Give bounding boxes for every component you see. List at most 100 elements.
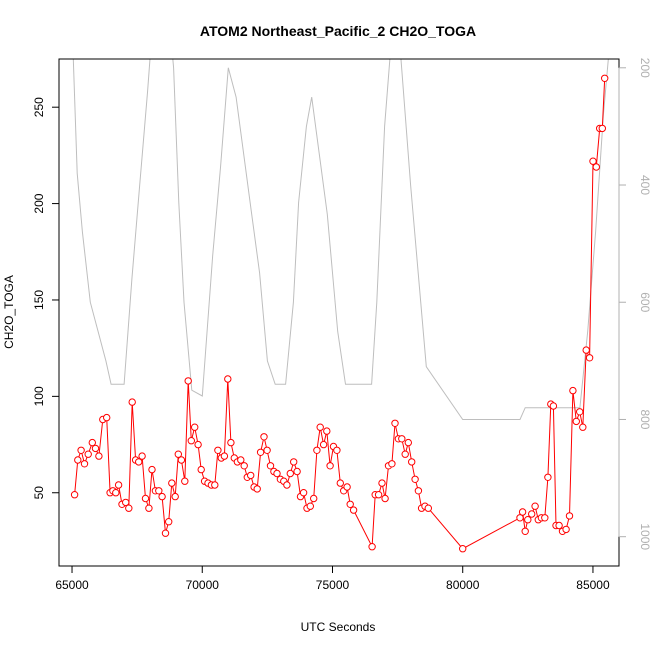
data-point [579, 423, 587, 431]
data-point [220, 452, 229, 460]
x-tick-label: 85000 [576, 578, 610, 592]
data-point [310, 494, 318, 503]
data-point [293, 467, 301, 476]
data-point [80, 460, 89, 468]
data-point [333, 446, 341, 454]
data-point [138, 452, 146, 460]
data-point [572, 417, 580, 426]
data-point [576, 408, 584, 416]
data-point [378, 479, 386, 487]
data-point [237, 456, 245, 464]
data-point [263, 446, 271, 454]
data-point [541, 514, 549, 522]
data-point [174, 450, 183, 458]
x-axis-label: UTC Seconds [301, 620, 376, 634]
data-point [398, 435, 406, 443]
data-point [91, 444, 100, 453]
data-point [77, 446, 85, 454]
data-point [74, 456, 82, 464]
data-point [266, 462, 275, 470]
data-point [194, 440, 202, 449]
data-point [518, 508, 527, 516]
data-point [316, 423, 324, 431]
data-point [253, 485, 261, 493]
data-point [112, 489, 120, 497]
data-point [103, 413, 111, 422]
data-point [349, 506, 358, 514]
data-point [286, 469, 294, 478]
y-axis: 50 100 150 200 250 [32, 97, 60, 500]
chart-title: ATOM2 Northeast_Pacific_2 CH2O_TOGA [200, 23, 476, 39]
y-tick-label: 250 [32, 97, 46, 117]
data-point [273, 469, 281, 478]
series-line-ch2o [74, 78, 606, 550]
x-tick-label: 65000 [55, 578, 89, 592]
data-point [148, 465, 156, 474]
data-point [187, 437, 196, 445]
data-point [141, 494, 150, 503]
right-tick-label: 1000 [638, 523, 650, 550]
data-point [184, 377, 192, 385]
data-point [224, 375, 232, 383]
y-tick-label: 150 [32, 290, 46, 310]
data-point [531, 502, 539, 510]
data-point [165, 518, 173, 526]
data-point [374, 491, 383, 499]
x-tick-label: 75000 [316, 578, 350, 592]
data-point [414, 487, 423, 495]
right-tick-label: 800 [638, 409, 650, 429]
data-point [214, 446, 222, 454]
data-point [391, 419, 399, 427]
series-line-pressure [72, 59, 609, 420]
data-point [346, 500, 354, 508]
x-axis: 65000 70000 75000 80000 85000 [55, 565, 610, 592]
data-point [128, 398, 136, 406]
data-point [88, 438, 97, 447]
data-point [158, 492, 166, 501]
data-point [401, 450, 409, 458]
data-point [191, 423, 199, 431]
data-point [424, 504, 432, 512]
y-tick-label: 200 [32, 193, 46, 213]
data-point [122, 498, 130, 507]
data-point [171, 492, 179, 501]
data-point [408, 458, 416, 466]
data-point [336, 479, 344, 487]
data-point [299, 489, 308, 497]
data-point [598, 124, 606, 133]
data-point [562, 525, 570, 534]
data-point [145, 504, 153, 512]
right-tick-label: 600 [638, 292, 650, 312]
data-point [306, 502, 314, 510]
data-point [368, 543, 376, 551]
data-point [544, 473, 552, 481]
data-point [177, 456, 186, 464]
right-tick-label: 200 [638, 58, 650, 78]
data-point [326, 462, 334, 470]
right-tick-label: 400 [638, 175, 650, 195]
data-point [555, 521, 563, 530]
data-point [313, 446, 321, 454]
x-tick-label: 70000 [186, 578, 220, 592]
right-axis: 200 400 600 800 1000 [618, 58, 650, 550]
y-axis-label: CH2O_TOGA [2, 275, 16, 349]
data-point [592, 163, 600, 171]
data-point [260, 433, 268, 441]
data-point [283, 481, 291, 489]
data-point [323, 427, 331, 435]
data-point [70, 491, 79, 499]
data-point [227, 438, 235, 447]
data-point [521, 527, 529, 535]
data-point [528, 510, 536, 518]
x-tick-label: 80000 [446, 578, 480, 592]
data-point [125, 504, 133, 512]
y-tick-label: 50 [32, 486, 46, 500]
data-point [388, 460, 396, 468]
data-point [95, 452, 103, 460]
data-point [84, 450, 92, 458]
plot-frame [58, 58, 620, 567]
data-point [114, 481, 123, 489]
data-point [589, 157, 597, 165]
data-point [247, 471, 255, 480]
